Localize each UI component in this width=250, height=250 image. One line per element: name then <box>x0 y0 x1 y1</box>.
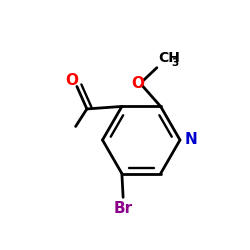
Text: CH: CH <box>158 51 180 65</box>
Text: 3: 3 <box>171 58 178 68</box>
Text: N: N <box>184 132 197 148</box>
Text: O: O <box>65 74 78 88</box>
Text: Br: Br <box>114 201 133 216</box>
Text: O: O <box>131 76 144 92</box>
